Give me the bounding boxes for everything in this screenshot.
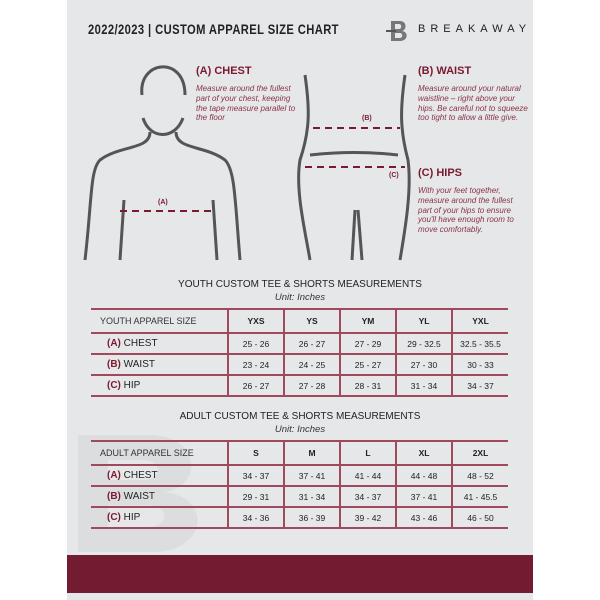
chest-marker: (A) bbox=[158, 199, 168, 206]
table-cell: 46 - 50 bbox=[451, 506, 508, 529]
measure-letter: (A) bbox=[107, 338, 121, 349]
brand-name: BREAKAWAY bbox=[418, 23, 532, 35]
table-cell: 32.5 - 35.5 bbox=[451, 332, 508, 355]
size-header: L bbox=[339, 440, 396, 466]
measure-label: (C) HIP bbox=[91, 506, 228, 529]
measure-name: WAIST bbox=[123, 491, 155, 502]
table-cell: 39 - 42 bbox=[339, 506, 396, 529]
measure-label: (C) HIP bbox=[91, 374, 228, 397]
size-header: YS bbox=[283, 308, 340, 334]
table-cell: 27 - 28 bbox=[283, 374, 340, 397]
table-header-row: YOUTH APPAREL SIZE YXS YS YM YL YXL bbox=[91, 308, 508, 334]
table-cell: 25 - 26 bbox=[227, 332, 284, 355]
size-header: 2XL bbox=[451, 440, 508, 466]
table-cell: 44 - 48 bbox=[395, 464, 452, 487]
chest-heading: (A) CHEST bbox=[196, 65, 252, 77]
measure-name: CHEST bbox=[123, 470, 158, 481]
table-cell: 48 - 52 bbox=[451, 464, 508, 487]
measure-letter: (C) bbox=[107, 512, 121, 523]
hips-marker: (C) bbox=[389, 172, 399, 179]
table-cell: 41 - 44 bbox=[339, 464, 396, 487]
size-header: M bbox=[283, 440, 340, 466]
youth-unit: Unit: Inches bbox=[274, 292, 326, 303]
table-row: (B) WAIST 29 - 31 31 - 34 34 - 37 37 - 41 41 … bbox=[91, 485, 508, 508]
table-cell: 43 - 46 bbox=[395, 506, 452, 529]
table-cell: 28 - 31 bbox=[339, 374, 396, 397]
size-header: YXL bbox=[451, 308, 508, 334]
table-row: (A) CHEST 25 - 26 26 - 27 27 - 29 29 - 32.5 3… bbox=[91, 332, 508, 355]
adult-table-title: ADULT CUSTOM TEE & SHORTS MEASUREMENTS bbox=[179, 411, 421, 422]
footer-band bbox=[67, 555, 533, 593]
measure-letter: (B) bbox=[107, 491, 121, 502]
table-cell: 31 - 34 bbox=[283, 485, 340, 508]
table-cell: 27 - 30 bbox=[395, 353, 452, 376]
table-cell: 23 - 24 bbox=[227, 353, 284, 376]
size-header: S bbox=[227, 440, 284, 466]
header-label: YOUTH APPAREL SIZE bbox=[91, 308, 228, 334]
table-cell: 25 - 27 bbox=[339, 353, 396, 376]
table-cell: 36 - 39 bbox=[283, 506, 340, 529]
measure-name: HIP bbox=[123, 380, 141, 391]
youth-size-table: YOUTH APPAREL SIZE YXS YS YM YL YXL (A) CHEST 2… bbox=[91, 308, 508, 397]
table-cell: 30 - 33 bbox=[451, 353, 508, 376]
measure-label: (B) WAIST bbox=[91, 353, 228, 376]
measure-name: HIP bbox=[123, 512, 141, 523]
body-figures bbox=[83, 65, 411, 261]
lower-body-figure bbox=[297, 74, 411, 261]
size-header: YM bbox=[339, 308, 396, 334]
size-header: YXS bbox=[227, 308, 284, 334]
adult-size-table: ADULT APPAREL SIZE S M L XL 2XL (A) CHEST 34 - … bbox=[91, 440, 508, 529]
table-cell: 26 - 27 bbox=[283, 332, 340, 355]
chest-description: Measure around the fullest part of your … bbox=[196, 84, 296, 123]
brand-logo-icon bbox=[386, 21, 407, 41]
measure-letter: (B) bbox=[107, 359, 121, 370]
table-cell: 37 - 41 bbox=[395, 485, 452, 508]
table-cell: 41 - 45.5 bbox=[451, 485, 508, 508]
table-cell: 31 - 34 bbox=[395, 374, 452, 397]
waist-heading: (B) WAIST bbox=[418, 65, 472, 77]
table-cell: 29 - 32.5 bbox=[395, 332, 452, 355]
table-cell: 26 - 27 bbox=[227, 374, 284, 397]
youth-table-title: YOUTH CUSTOM TEE & SHORTS MEASUREMENTS bbox=[178, 279, 422, 290]
table-cell: 34 - 37 bbox=[451, 374, 508, 397]
measure-name: WAIST bbox=[123, 359, 155, 370]
table-cell: 27 - 29 bbox=[339, 332, 396, 355]
table-row: (C) HIP 34 - 36 36 - 39 39 - 42 43 - 46 46 - … bbox=[91, 506, 508, 529]
table-cell: 34 - 36 bbox=[227, 506, 284, 529]
table-cell: 37 - 41 bbox=[283, 464, 340, 487]
hips-description: With your feet together, measure around … bbox=[418, 186, 514, 235]
measure-letter: (C) bbox=[107, 380, 121, 391]
size-header: YL bbox=[395, 308, 452, 334]
table-cell: 34 - 37 bbox=[227, 464, 284, 487]
table-cell: 29 - 31 bbox=[227, 485, 284, 508]
table-row: (C) HIP 26 - 27 27 - 28 28 - 31 31 - 34 34 - … bbox=[91, 374, 508, 397]
table-cell: 24 - 25 bbox=[283, 353, 340, 376]
measure-label: (A) CHEST bbox=[91, 332, 228, 355]
measure-letter: (A) bbox=[107, 470, 121, 481]
adult-unit: Unit: Inches bbox=[274, 424, 326, 435]
page-title: 2022/2023 | CUSTOM APPAREL SIZE CHART bbox=[88, 21, 339, 37]
size-header: XL bbox=[395, 440, 452, 466]
measure-name: CHEST bbox=[123, 338, 158, 349]
waist-marker: (B) bbox=[362, 115, 372, 122]
measure-label: (B) WAIST bbox=[91, 485, 228, 508]
table-row: (B) WAIST 23 - 24 24 - 25 25 - 27 27 - 30 30 … bbox=[91, 353, 508, 376]
measure-label: (A) CHEST bbox=[91, 464, 228, 487]
table-header-row: ADULT APPAREL SIZE S M L XL 2XL bbox=[91, 440, 508, 466]
waist-description: Measure around your natural waistline – … bbox=[418, 84, 528, 123]
hips-heading: (C) HIPS bbox=[418, 167, 462, 179]
header-label: ADULT APPAREL SIZE bbox=[91, 440, 228, 466]
table-row: (A) CHEST 34 - 37 37 - 41 41 - 44 44 - 48 48 … bbox=[91, 464, 508, 487]
table-cell: 34 - 37 bbox=[339, 485, 396, 508]
